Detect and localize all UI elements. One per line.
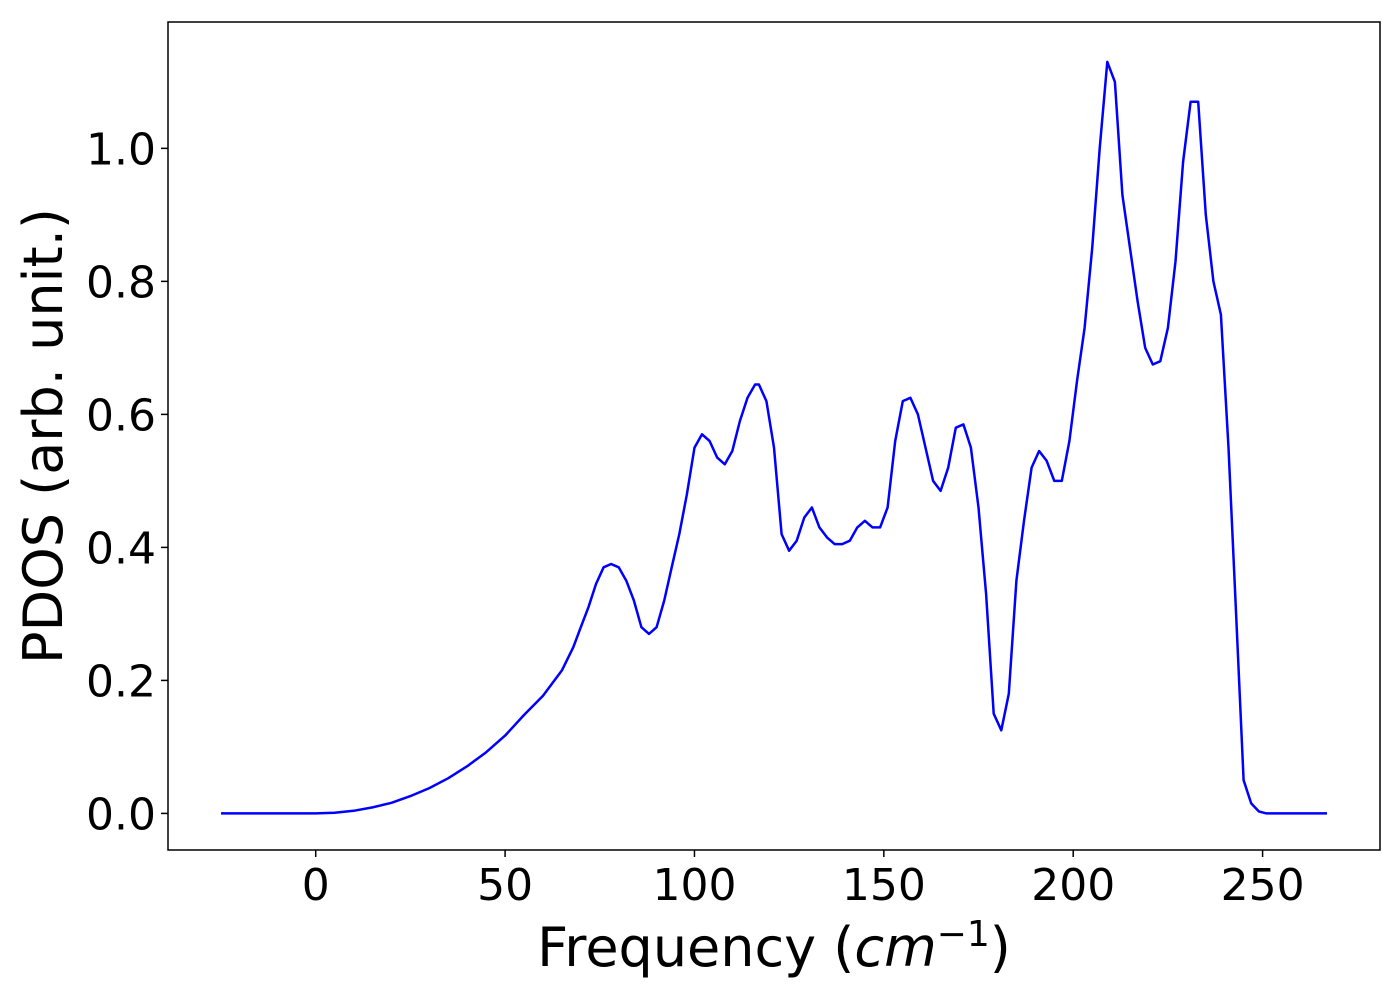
x-axis-title: Frequency (cm−1) <box>537 914 1011 980</box>
x-tick-label: 150 <box>842 860 926 911</box>
x-tick-label: 100 <box>652 860 736 911</box>
y-tick-label: 0.0 <box>86 789 156 840</box>
y-tick-label: 0.4 <box>86 523 156 574</box>
y-axis-ticks: 0.0 0.2 0.4 0.6 0.8 1.0 <box>86 124 168 840</box>
plot-area-frame <box>167 21 1381 851</box>
series-line <box>221 60 1327 815</box>
y-tick-label: 0.8 <box>86 257 156 308</box>
y-tick-label: 0.2 <box>86 656 156 707</box>
y-axis-title: PDOS (arb. unit.) <box>12 208 75 664</box>
x-tick-label: 0 <box>302 860 330 911</box>
x-tick-label: 250 <box>1221 860 1305 911</box>
y-tick-label: 1.0 <box>86 124 156 175</box>
x-axis-ticks: 0 50 100 150 200 250 <box>302 850 1305 911</box>
x-tick-label: 50 <box>477 860 533 911</box>
x-tick-label: 200 <box>1031 860 1115 911</box>
y-tick-label: 0.6 <box>86 390 156 441</box>
